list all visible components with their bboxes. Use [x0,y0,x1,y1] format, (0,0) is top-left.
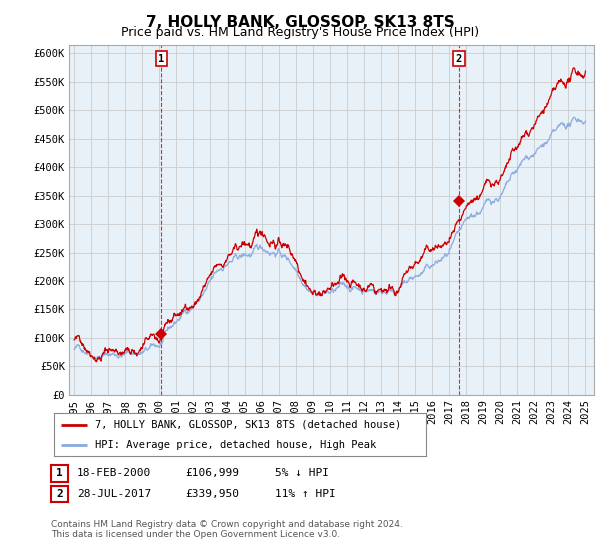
Text: 11% ↑ HPI: 11% ↑ HPI [275,489,335,499]
Text: 1: 1 [56,468,63,478]
Text: 5% ↓ HPI: 5% ↓ HPI [275,468,329,478]
Text: 1: 1 [158,54,164,64]
Text: 28-JUL-2017: 28-JUL-2017 [77,489,151,499]
Text: Contains HM Land Registry data © Crown copyright and database right 2024.
This d: Contains HM Land Registry data © Crown c… [51,520,403,539]
Text: HPI: Average price, detached house, High Peak: HPI: Average price, detached house, High… [95,440,376,450]
Text: 2: 2 [56,489,63,499]
Text: 7, HOLLY BANK, GLOSSOP, SK13 8TS (detached house): 7, HOLLY BANK, GLOSSOP, SK13 8TS (detach… [95,419,401,430]
Text: 7, HOLLY BANK, GLOSSOP, SK13 8TS: 7, HOLLY BANK, GLOSSOP, SK13 8TS [146,15,454,30]
Text: £339,950: £339,950 [185,489,239,499]
Text: 18-FEB-2000: 18-FEB-2000 [77,468,151,478]
Text: 2: 2 [456,54,462,64]
Text: £106,999: £106,999 [185,468,239,478]
Text: Price paid vs. HM Land Registry's House Price Index (HPI): Price paid vs. HM Land Registry's House … [121,26,479,39]
